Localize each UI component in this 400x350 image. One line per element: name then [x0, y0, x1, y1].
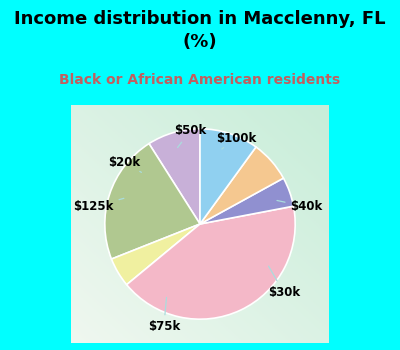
Wedge shape	[200, 178, 294, 224]
Wedge shape	[105, 144, 200, 259]
Wedge shape	[149, 129, 200, 224]
Wedge shape	[127, 206, 295, 319]
Wedge shape	[200, 129, 256, 224]
Wedge shape	[112, 224, 200, 285]
Text: Income distribution in Macclenny, FL
(%): Income distribution in Macclenny, FL (%)	[14, 10, 386, 51]
Text: $30k: $30k	[268, 266, 300, 299]
Wedge shape	[200, 147, 284, 224]
Text: Black or African American residents: Black or African American residents	[60, 74, 340, 88]
Text: $50k: $50k	[174, 124, 207, 148]
Text: $125k: $125k	[73, 198, 124, 214]
Text: $40k: $40k	[277, 200, 323, 214]
Text: $100k: $100k	[216, 132, 256, 149]
Text: $75k: $75k	[148, 298, 180, 333]
Text: $20k: $20k	[108, 156, 142, 173]
